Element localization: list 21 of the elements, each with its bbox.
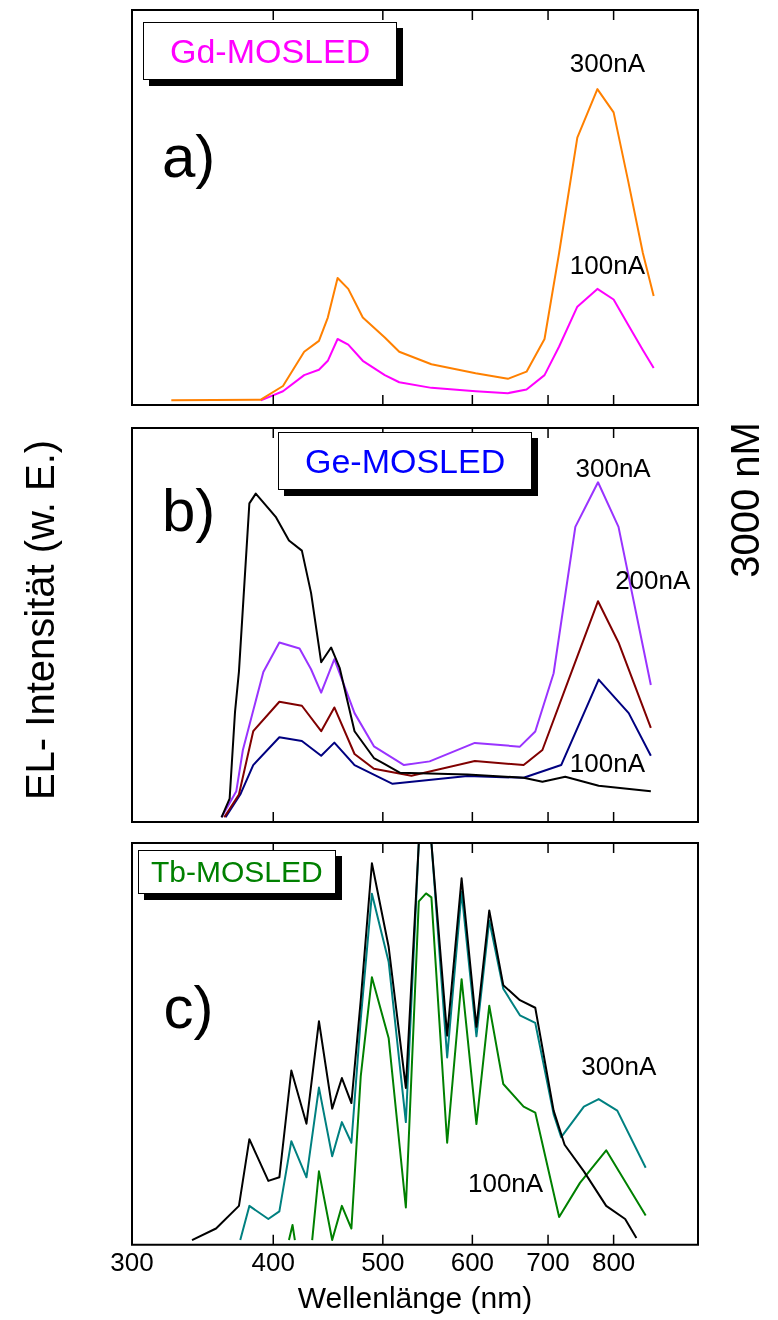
x-tick-label: 600 (450, 1246, 495, 1277)
chart-title: Tb-MOSLED (138, 850, 336, 894)
annotation: 300nA (581, 1051, 658, 1082)
chart-title: Ge-MOSLED (278, 432, 533, 490)
annotation: b) (161, 477, 216, 545)
text: 300nA (569, 48, 646, 79)
annotation: a) (161, 122, 216, 190)
x-tick-label: 400 (251, 1246, 295, 1277)
y2-axis-title: 3000 nM (722, 422, 768, 578)
x-tick-label: 300 (110, 1246, 154, 1277)
x-tick-label: 800 (591, 1246, 636, 1277)
annotation: 300nA (575, 453, 652, 484)
annotation: c) (163, 974, 214, 1042)
chart-title: Gd-MOSLED (143, 22, 398, 80)
x-tick-label: 500 (361, 1246, 405, 1277)
annotation: 100nA (569, 249, 646, 280)
annotation: 100nA (467, 1167, 544, 1198)
annotation: 100nA (569, 748, 646, 779)
x-axis-title: Wellenlänge (nm) (297, 1281, 533, 1315)
x-tick-label: 700 (526, 1246, 570, 1277)
y-axis-title: EL- Intensität (w. E.) (17, 439, 63, 801)
